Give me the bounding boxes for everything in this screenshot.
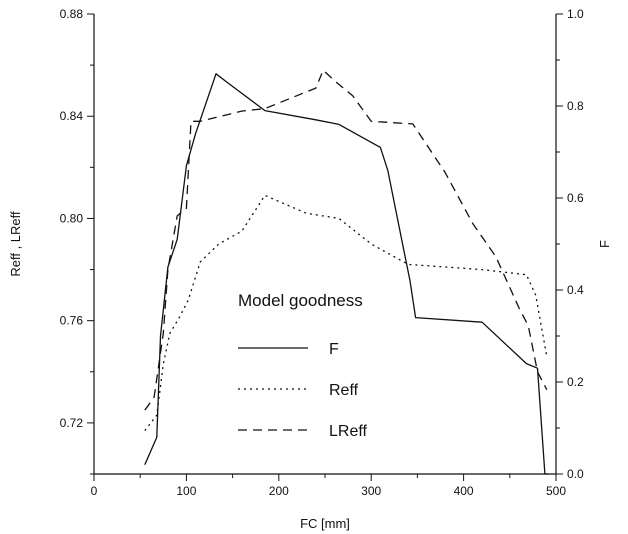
- x-tick-label: 200: [269, 484, 289, 498]
- series-line-lreff: [144, 69, 548, 411]
- y-right-tick-label: 0.6: [567, 191, 584, 205]
- y-left-tick-label: 0.88: [60, 7, 84, 21]
- legend-label-reff: Reff: [329, 382, 359, 399]
- legend-label-lreff: LReff: [329, 423, 368, 440]
- y-right-tick-label: 0.8: [567, 99, 584, 113]
- series-layer: [144, 69, 549, 475]
- y-left-tick-label: 0.84: [60, 109, 84, 123]
- y-left-tick-label: 0.76: [60, 314, 84, 328]
- y-right-axis-title: F: [597, 240, 612, 248]
- y-left-tick-label: 0.80: [60, 211, 84, 225]
- y-right-tick-label: 0.0: [567, 467, 584, 481]
- x-tick-label: 500: [546, 484, 566, 498]
- y-left-tick-label: 0.72: [60, 416, 84, 430]
- y-left-axis-title: Reff , LReff: [8, 211, 23, 277]
- x-tick-label: 300: [361, 484, 381, 498]
- x-axis-title: FC [mm]: [300, 516, 350, 531]
- legend-title: Model goodness: [238, 291, 363, 310]
- plot-frame: [93, 14, 557, 475]
- series-line-reff: [144, 194, 548, 431]
- x-tick-label: 400: [454, 484, 474, 498]
- x-tick-label: 100: [176, 484, 196, 498]
- y-right-tick-label: 0.4: [567, 283, 584, 297]
- y-right-tick-label: 0.2: [567, 375, 584, 389]
- axis-ticks: 0 100 200 300 400 500 0.72 0.76 0.80 0.84 0.88 0.0 0…: [60, 7, 584, 498]
- series-line-f: [144, 73, 549, 475]
- y-right-tick-label: 1.0: [567, 7, 584, 21]
- x-tick-label: 0: [91, 484, 98, 498]
- legend: Model goodness F Reff LReff: [238, 291, 368, 440]
- legend-label-f: F: [329, 341, 339, 358]
